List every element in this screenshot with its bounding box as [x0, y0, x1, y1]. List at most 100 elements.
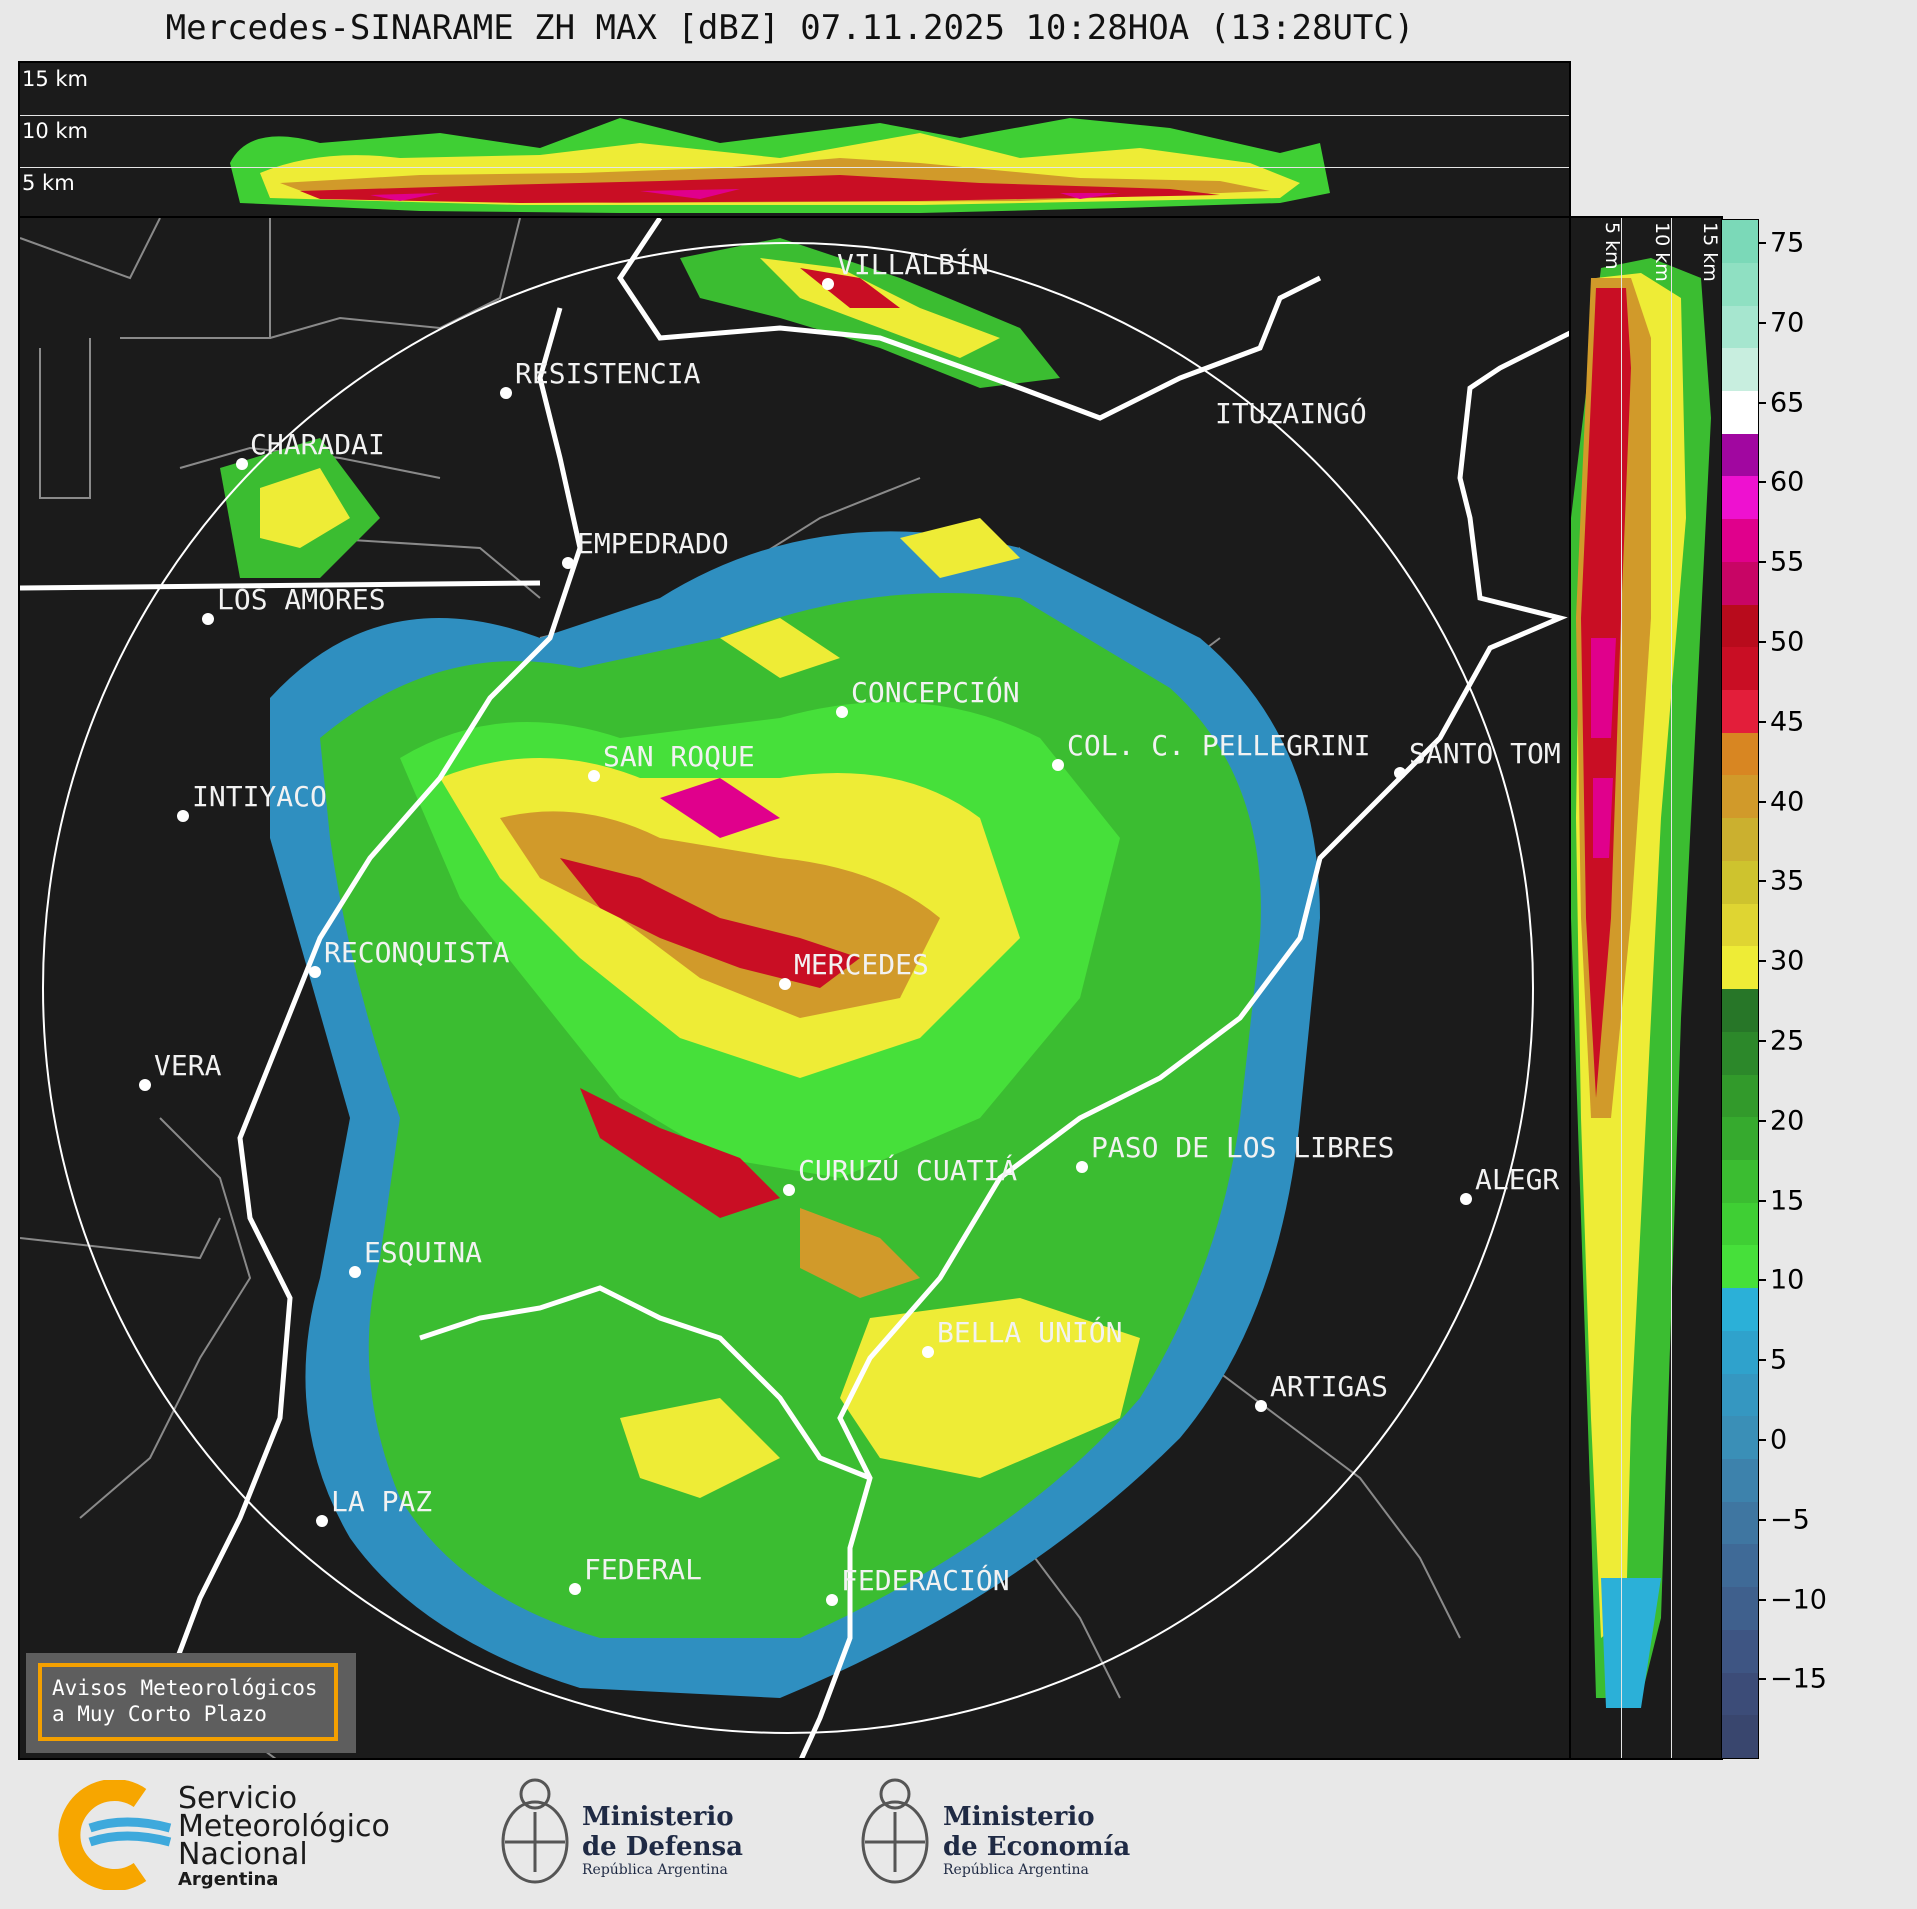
city-label-curuzu-cuatia: CURUZÚ CUATIÁ	[798, 1154, 1018, 1187]
city-dot-artigas	[1255, 1400, 1267, 1412]
city-dot-villalbin	[822, 278, 834, 290]
colorbar-tick-label: 20	[1770, 1105, 1805, 1137]
colorbar-tick-mark	[1758, 880, 1766, 883]
city-dot-vera	[139, 1079, 151, 1091]
city-label-artigas: ARTIGAS	[1270, 1370, 1389, 1403]
colorbar-segment	[1722, 220, 1758, 263]
city-label-esquina: ESQUINA	[364, 1236, 483, 1269]
city-label-san-roque: SAN ROQUE	[603, 740, 755, 773]
city-dot-empedrado	[562, 557, 574, 569]
city-dot-curuzu-cuatia	[783, 1184, 795, 1196]
colorbar-segment	[1722, 476, 1758, 520]
city-label-reconquista: RECONQUISTA	[324, 936, 510, 969]
colorbar-segment	[1722, 1587, 1758, 1630]
colorbar-tick-label: 10	[1770, 1264, 1805, 1296]
colorbar-segment	[1722, 903, 1758, 947]
colorbar-tick-mark	[1758, 1678, 1766, 1681]
smn-line-3: Nacional	[178, 1837, 308, 1872]
colorbar-tick-mark	[1758, 242, 1766, 244]
colorbar-tick-label: 40	[1770, 786, 1805, 818]
colorbar-tick-label: 35	[1770, 865, 1805, 897]
avisos-line-1: Avisos Meteorológicos	[52, 1676, 318, 1700]
side-level-line-10km	[1671, 218, 1672, 1758]
colorbar-segment	[1722, 391, 1758, 434]
colorbar-tick-label: 45	[1770, 706, 1805, 738]
city-dot-reconquista	[309, 966, 321, 978]
defensa-logo-text: Ministerio de Defensa	[582, 1802, 743, 1862]
city-label-villalbin: VILLALBÍN	[837, 248, 989, 281]
colorbar-segment	[1722, 1672, 1758, 1716]
city-label-col-c-pellegrini: COL. C. PELLEGRINI	[1067, 729, 1371, 762]
colorbar-segment	[1722, 305, 1758, 349]
economia-logo-text: Ministerio de Economía	[943, 1802, 1130, 1862]
city-label-santo-tome: SANTO TOM	[1409, 737, 1561, 770]
city-dot-resistencia	[500, 387, 512, 399]
city-label-federacion: FEDERACIÓN	[841, 1564, 1010, 1597]
colorbar-segment	[1722, 1330, 1758, 1374]
side-level-label-10km: 10 km	[1651, 222, 1673, 282]
colorbar-segment	[1722, 1373, 1758, 1417]
colorbar-segment	[1722, 1288, 1758, 1331]
level-line-5km	[20, 167, 1569, 168]
side-cross-section-panel: 5 km 10 km 15 km	[1569, 216, 1723, 1760]
city-label-charadai: CHARADAI	[250, 428, 385, 461]
defensa-coat-of-arms-icon	[501, 1778, 569, 1884]
economia-line-3: República Argentina	[943, 1862, 1089, 1878]
side-cross-section-reflectivity	[1571, 258, 1711, 1708]
colorbar-segment	[1722, 561, 1758, 605]
colorbar-tick-label: 60	[1770, 466, 1805, 498]
colorbar-tick-mark	[1758, 481, 1766, 484]
colorbar-segment	[1722, 519, 1758, 562]
smn-line-1: Servicio	[178, 1781, 298, 1816]
top-cross-section-panel: 15 km 10 km 5 km	[18, 61, 1571, 218]
colorbar-segment	[1722, 1117, 1758, 1160]
side-level-label-15km: 15 km	[1699, 222, 1721, 282]
city-label-los-amores: LOS AMORES	[217, 583, 386, 616]
colorbar-tick-mark	[1758, 1040, 1766, 1042]
colorbar-segment	[1722, 647, 1758, 691]
chart-title: Mercedes-SINARAME ZH MAX [dBZ] 07.11.202…	[165, 8, 1415, 48]
colorbar-tick-label: 55	[1770, 546, 1805, 578]
colorbar-segment	[1722, 348, 1758, 391]
city-label-la-paz: LA PAZ	[331, 1485, 433, 1518]
city-label-mercedes: MERCEDES	[794, 948, 929, 981]
colorbar-tick-mark	[1758, 1199, 1766, 1202]
city-dot-la-paz	[316, 1515, 328, 1527]
colorbar-tick-label: 15	[1770, 1185, 1805, 1217]
colorbar-segment	[1722, 989, 1758, 1032]
colorbar-segment	[1722, 1159, 1758, 1203]
city-dot-santo-tome	[1394, 767, 1406, 779]
city-dot-charadai	[236, 458, 248, 470]
colorbar-tick-label: 65	[1770, 387, 1805, 419]
colorbar-segment	[1722, 775, 1758, 819]
colorbar-segment	[1722, 1202, 1758, 1246]
colorbar-tick-label: 70	[1770, 307, 1805, 339]
colorbar-segment	[1722, 860, 1758, 904]
city-dot-bella-union	[922, 1346, 934, 1358]
colorbar-tick-mark	[1758, 1119, 1766, 1122]
city-dot-federal	[569, 1583, 581, 1595]
colorbar-tick-mark	[1758, 401, 1766, 404]
colorbar-segment	[1722, 1715, 1758, 1758]
economia-line-2: de Economía	[943, 1832, 1131, 1862]
colorbar-tick-mark	[1758, 1439, 1766, 1441]
colorbar-segment	[1722, 690, 1758, 733]
major-borders	[20, 218, 1569, 1758]
city-label-vera: VERA	[154, 1049, 222, 1082]
colorbar-tick-mark	[1758, 720, 1766, 723]
city-label-intiyaco: INTIYACO	[192, 780, 327, 813]
city-label-alegrete: ALEGR	[1475, 1163, 1560, 1196]
colorbar-segment	[1722, 818, 1758, 861]
colorbar-segment	[1722, 1501, 1758, 1545]
radar-map-panel	[18, 216, 1571, 1760]
colorbar-segment	[1722, 1031, 1758, 1075]
level-label-5km: 5 km	[22, 171, 75, 195]
colorbar-tick-mark	[1758, 321, 1766, 324]
colorbar-tick-mark	[1758, 1598, 1766, 1601]
colorbar-tick-label: 5	[1770, 1344, 1788, 1376]
colorbar-segment	[1722, 732, 1758, 776]
colorbar-segment	[1722, 1458, 1758, 1502]
smn-logo-icon	[58, 1780, 172, 1890]
city-dot-los-amores	[202, 613, 214, 625]
colorbar-tick-mark	[1758, 1518, 1766, 1521]
